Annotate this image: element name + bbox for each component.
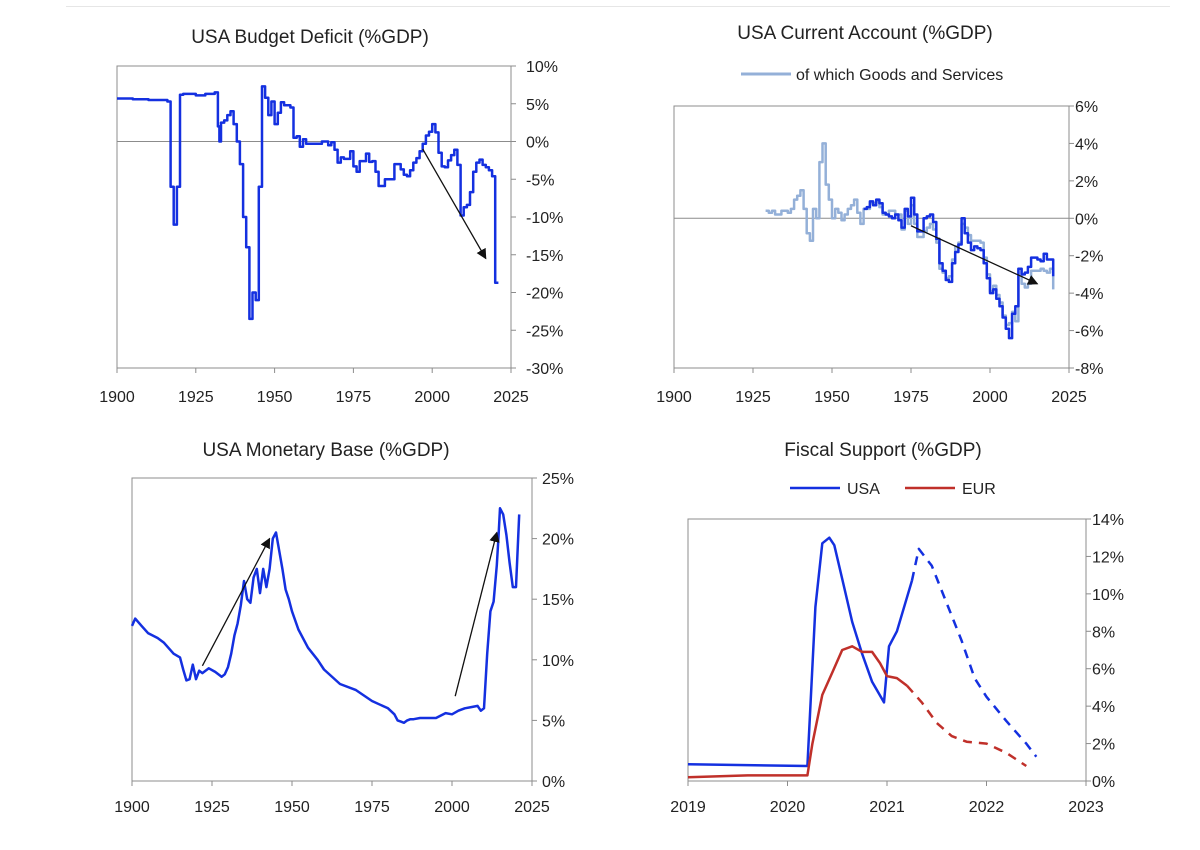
y-tick-label: 0% xyxy=(526,135,549,152)
x-tick-label: 2022 xyxy=(969,799,1005,816)
trend-arrow xyxy=(201,537,271,667)
trend-arrow xyxy=(454,531,500,697)
y-tick-label: -2% xyxy=(1075,249,1103,266)
y-tick-label: 4% xyxy=(1092,699,1115,716)
x-tick-label: 2020 xyxy=(770,799,806,816)
trend-arrow xyxy=(422,148,487,260)
y-tick-label: -6% xyxy=(1075,324,1103,341)
y-tick-label: -20% xyxy=(526,286,563,303)
chart-title: USA Monetary Base (%GDP) xyxy=(202,440,449,461)
x-tick-label: 1900 xyxy=(99,389,135,406)
y-tick-label: -15% xyxy=(526,248,563,265)
x-tick-label: 1900 xyxy=(656,389,692,406)
legend-label-eur: EUR xyxy=(962,481,996,498)
y-tick-label: 15% xyxy=(542,592,574,609)
y-tick-label: -4% xyxy=(1075,286,1103,303)
x-tick-label: 2025 xyxy=(1051,389,1087,406)
y-tick-label: 0% xyxy=(1075,211,1098,228)
x-tick-label: 2019 xyxy=(670,799,706,816)
x-tick-label: 1925 xyxy=(735,389,771,406)
series-layer: 25% 20% 15% 10% 5% 0% 1900 1925 1950 1975 2000 2025 xyxy=(114,471,574,816)
series-layer: 10% 5% 0% -5% -10% -15% -20% -25% -30% 1900 1925 19… xyxy=(99,59,563,406)
x-tick-label: 2023 xyxy=(1068,799,1104,816)
chart-title: USA Current Account (%GDP) xyxy=(737,23,993,44)
x-tick-label: 2025 xyxy=(493,389,529,406)
chart-title: Fiscal Support (%GDP) xyxy=(784,440,981,461)
y-tick-label: 0% xyxy=(1092,774,1115,791)
y-tick-label: 10% xyxy=(542,653,574,670)
series-layer: 14% 12% 10% 8% 6% 4% 2% 0% 2019 2020 2021 2022 2023 xyxy=(670,512,1124,816)
y-tick-label: -30% xyxy=(526,361,563,378)
x-tick-label: 1975 xyxy=(893,389,929,406)
y-tick-label: 10% xyxy=(1092,587,1124,604)
y-tick-label: -25% xyxy=(526,323,563,340)
chart-title: USA Budget Deficit (%GDP) xyxy=(191,27,429,48)
x-tick-label: 1925 xyxy=(178,389,214,406)
plot-frame xyxy=(131,477,533,782)
x-tick-label: 2000 xyxy=(434,799,470,816)
series-line-usa xyxy=(863,196,1055,340)
x-tick-label: 1950 xyxy=(257,389,293,406)
x-tick-label: 2021 xyxy=(869,799,905,816)
y-tick-label: 4% xyxy=(1075,136,1098,153)
x-tick-label: 2000 xyxy=(414,389,450,406)
series-line-eur xyxy=(687,645,908,779)
x-tick-label: 2000 xyxy=(972,389,1008,406)
x-tick-label: 1900 xyxy=(114,799,150,816)
y-tick-label: 10% xyxy=(526,59,558,76)
y-tick-label: 12% xyxy=(1092,549,1124,566)
y-tick-label: -10% xyxy=(526,210,563,227)
series-line-usa xyxy=(117,85,499,321)
y-tick-label: 2% xyxy=(1075,174,1098,191)
series-line-usa-forecast xyxy=(910,547,1038,758)
x-tick-label: 1975 xyxy=(354,799,390,816)
y-tick-label: 5% xyxy=(542,713,565,730)
series-layer: 6% 4% 2% 0% -2% -4% -6% -8% 1900 1925 1950 1975 2000… xyxy=(656,99,1103,406)
x-tick-label: 1925 xyxy=(194,799,230,816)
series-line-usa xyxy=(130,507,521,725)
y-tick-label: 20% xyxy=(542,532,574,549)
y-tick-label: 0% xyxy=(542,774,565,791)
series-line-eur-forecast xyxy=(905,684,1027,768)
y-tick-label: -5% xyxy=(526,172,554,189)
x-tick-label: 1975 xyxy=(336,389,372,406)
y-tick-label: 6% xyxy=(1092,662,1115,679)
y-tick-label: 8% xyxy=(1092,624,1115,641)
y-tick-label: 25% xyxy=(542,471,574,488)
y-tick-label: -8% xyxy=(1075,361,1103,378)
y-tick-label: 5% xyxy=(526,97,549,114)
legend-label: of which Goods and Services xyxy=(796,67,1003,84)
y-tick-label: 14% xyxy=(1092,512,1124,529)
x-tick-label: 1950 xyxy=(274,799,310,816)
legend-label-usa: USA xyxy=(847,481,880,498)
x-tick-label: 2025 xyxy=(514,799,550,816)
x-tick-label: 1950 xyxy=(814,389,850,406)
top-divider xyxy=(66,6,1170,7)
plot-frame xyxy=(687,518,1087,782)
plot-frame xyxy=(673,105,1070,369)
trend-arrow xyxy=(910,225,1039,285)
y-tick-label: 6% xyxy=(1075,99,1098,116)
y-tick-label: 2% xyxy=(1092,737,1115,754)
series-line-usa xyxy=(687,536,914,768)
